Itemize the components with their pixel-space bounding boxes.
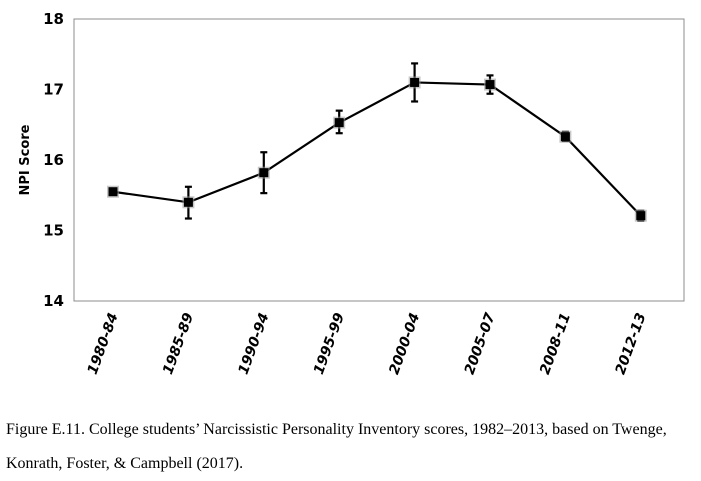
figure-caption: Figure E.11. College students’ Narcissis… (6, 421, 667, 472)
y-tick-label: 14 (43, 292, 64, 310)
y-tick-label: 18 (43, 10, 64, 28)
npi-line-chart: NPI Score 14 15 16 17 18 1980-84 1985-89 1990-… (18, 10, 685, 377)
y-tick-label: 15 (43, 222, 64, 240)
data-point (334, 118, 344, 128)
data-point (183, 197, 193, 207)
y-axis-label: NPI Score (18, 124, 33, 195)
y-tick-label: 17 (43, 81, 64, 99)
data-point (410, 77, 420, 87)
data-point (259, 168, 269, 178)
data-markers (107, 76, 647, 222)
x-tick-label: 1995-99 (311, 311, 348, 377)
data-point (485, 80, 495, 90)
data-point (636, 211, 646, 221)
x-tick-label: 2005-07 (462, 311, 499, 377)
x-tick-label: 1990-94 (236, 311, 273, 377)
y-tick-label: 16 (43, 151, 64, 169)
x-tick-label: 1980-84 (85, 311, 122, 377)
plot-frame (73, 18, 685, 302)
data-point (108, 187, 118, 197)
x-tick-labels: 1980-84 1985-89 1990-94 1995-99 2000-04 2005-… (85, 311, 650, 377)
series-line (112, 81, 642, 217)
x-tick-label: 2008-11 (537, 311, 574, 377)
data-point (560, 132, 570, 142)
x-tick-label: 1985-89 (160, 311, 197, 377)
y-tick-labels: 14 15 16 17 18 (43, 10, 64, 310)
x-tick-label: 2012-13 (613, 311, 650, 377)
x-tick-label: 2000-04 (386, 311, 423, 377)
